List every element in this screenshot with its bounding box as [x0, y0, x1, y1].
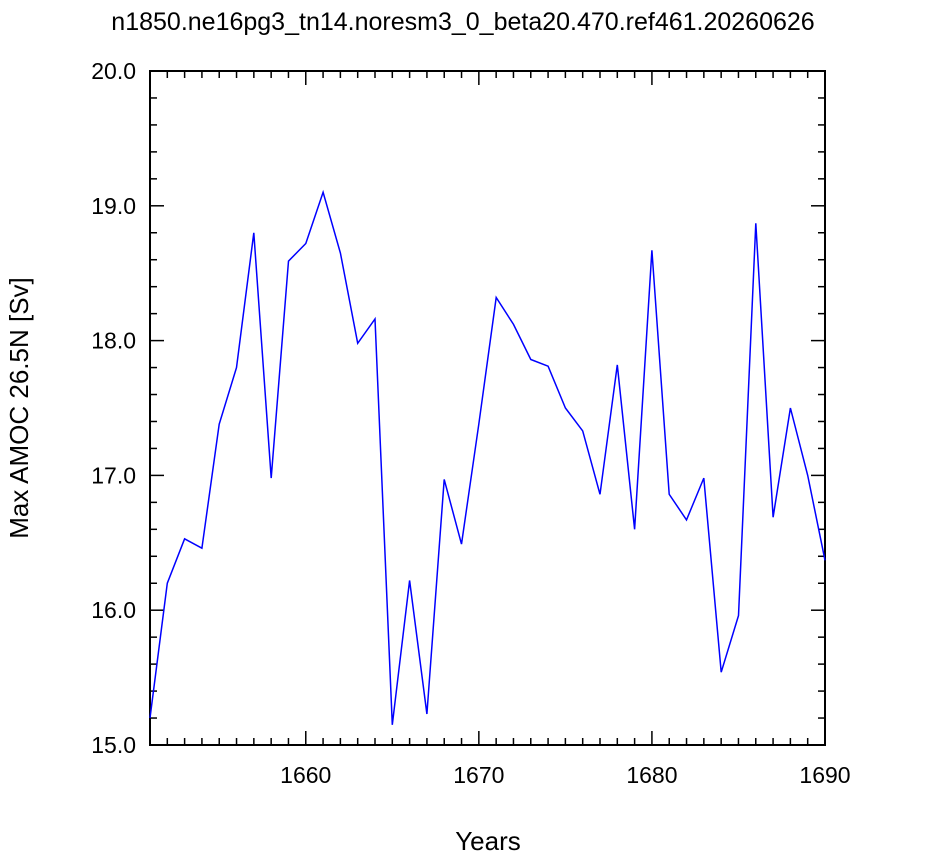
plot-frame [149, 70, 826, 746]
y-tick-label: 15.0 [91, 732, 136, 758]
series-layer [149, 189, 826, 725]
tick-labels: 1660 1670 1680 1690 15.0 16.0 17.0 18.0 19.0 20.0 [91, 58, 850, 788]
y-tick-label: 17.0 [91, 462, 136, 488]
x-tick-label: 1660 [280, 762, 331, 788]
y-axis-label: Max AMOC 26.5N [Sv] [4, 277, 34, 539]
tick-marks [149, 70, 826, 746]
chart-title: n1850.ne16pg3_tn14.noresm3_0_beta20.470.… [111, 8, 814, 36]
x-tick-label: 1690 [799, 762, 850, 788]
y-tick-label: 16.0 [91, 597, 136, 623]
plot-area: 1660 1670 1680 1690 15.0 16.0 17.0 18.0 19.0 20.0 [91, 58, 850, 788]
x-tick-label: 1680 [626, 762, 677, 788]
x-axis-label: Years [455, 826, 521, 856]
y-tick-label: 20.0 [91, 58, 136, 84]
series-line [149, 189, 826, 725]
y-tick-label: 19.0 [91, 193, 136, 219]
y-tick-label: 18.0 [91, 328, 136, 354]
x-tick-label: 1670 [453, 762, 504, 788]
